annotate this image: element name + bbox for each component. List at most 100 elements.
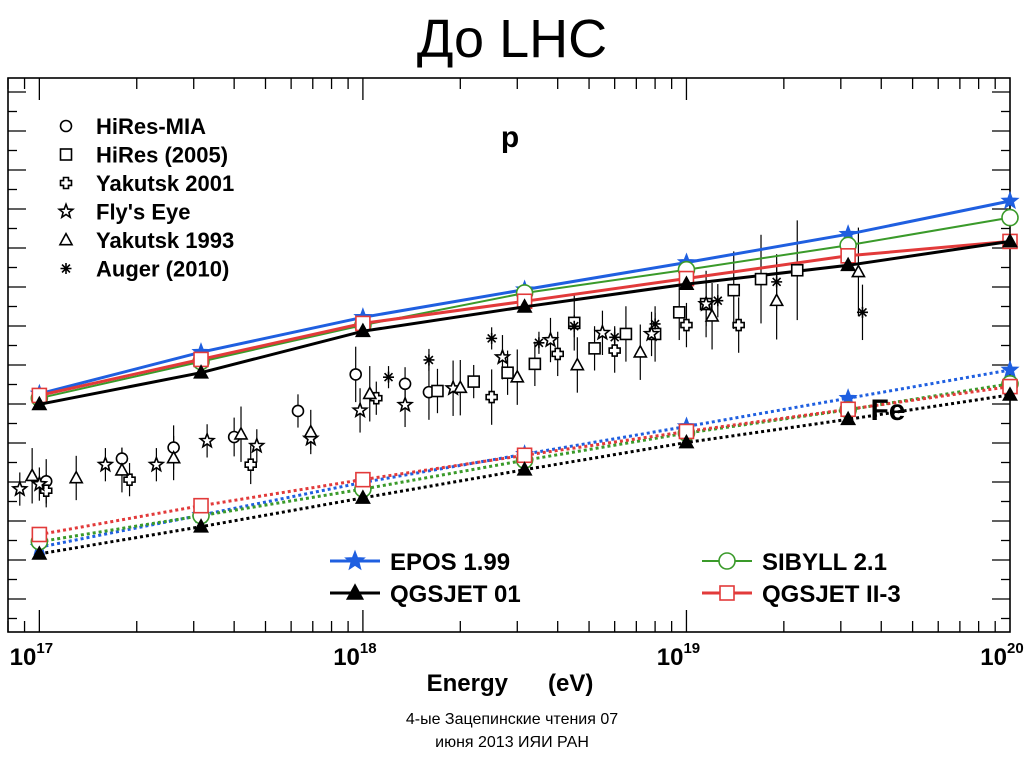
data-point (528, 357, 542, 371)
data-point (349, 368, 362, 381)
legend-marker (345, 583, 365, 600)
footer: 4-ые Зацепинские чтения 07 июня 2013 ИЯИ… (362, 708, 662, 754)
model-point (516, 298, 533, 313)
model-point (354, 489, 371, 504)
model-point (840, 410, 857, 426)
x-tick-label: 1020 (980, 640, 1023, 671)
data-point (790, 263, 804, 277)
legend-marker (58, 232, 74, 246)
y-axis-ticks (8, 91, 1010, 620)
data-point (467, 375, 480, 388)
data-point (398, 377, 412, 391)
data-point (351, 401, 370, 419)
model-point (516, 447, 533, 464)
model-point (31, 395, 48, 411)
legend-label: Yakutsk 1993 (96, 228, 234, 253)
slide-title: До LHC (416, 9, 608, 69)
annotation-label: p (501, 121, 519, 154)
data-point (10, 479, 29, 497)
data-point (486, 332, 498, 344)
data-point (771, 276, 783, 288)
model-point (355, 471, 371, 488)
model-point (31, 545, 48, 560)
data-point (247, 436, 266, 454)
model-point (193, 497, 209, 514)
model-point (31, 526, 48, 543)
data-point (649, 318, 661, 330)
legend-label: SIBYLL 2.1 (762, 549, 887, 576)
legend-label: QGSJET II-3 (762, 581, 901, 608)
data-point (423, 354, 435, 366)
data-point (396, 395, 415, 413)
data-point (732, 318, 745, 332)
data-point (704, 308, 720, 322)
data-point (712, 295, 724, 307)
data-point (383, 371, 395, 383)
data-point (672, 306, 686, 319)
x-axis-label: Energy (eV) (427, 670, 594, 697)
data-point (697, 294, 716, 312)
data-point (551, 347, 564, 361)
data-point (96, 455, 115, 473)
x-tick-label: 1018 (333, 640, 376, 671)
data-point (541, 330, 560, 348)
data-point (501, 366, 514, 380)
legend-marker (59, 119, 73, 133)
data-point (680, 318, 693, 332)
data-point (303, 424, 319, 438)
legend-label: HiRes (2005) (96, 143, 228, 168)
data-point (569, 356, 585, 371)
model-point (193, 518, 209, 533)
data-point (147, 455, 166, 473)
model-point (516, 461, 533, 476)
legend-label: QGSJET 01 (390, 581, 521, 608)
data-point (68, 470, 84, 484)
x-tick-label: 1017 (10, 640, 53, 671)
data-point (166, 450, 182, 464)
x-tick-label: 1019 (657, 640, 700, 671)
legend-marker (719, 585, 735, 601)
model-point (1000, 190, 1020, 210)
data-point (568, 320, 580, 332)
model-point (840, 256, 857, 272)
data-point (30, 474, 49, 492)
legend-marker (59, 148, 73, 161)
footer-line-2: июня 2013 ИЯИ РАН (435, 734, 589, 751)
model-point (354, 322, 371, 338)
legend-marker (59, 176, 73, 190)
data-point (123, 473, 136, 486)
annotation-label: Fe (870, 394, 905, 427)
data-point (619, 327, 633, 341)
model-point (678, 433, 695, 449)
model-point (1000, 359, 1020, 379)
annotations: p Fe (501, 121, 906, 427)
data-point (533, 337, 545, 349)
model-point (1002, 232, 1018, 248)
legend-label: Auger (2010) (96, 257, 229, 282)
data-point (769, 292, 785, 307)
data-point (632, 344, 648, 358)
data-point (233, 426, 249, 440)
plot-border (7, 77, 1011, 633)
legend-label: Fly's Eye (96, 200, 191, 225)
model-point (1001, 208, 1019, 227)
data-point (609, 331, 621, 343)
data-point (509, 369, 525, 383)
legend-label: EPOS 1.99 (390, 549, 510, 576)
plot-frame (7, 77, 1011, 633)
data-point (291, 404, 305, 418)
data-point (727, 283, 741, 297)
legend-marker (718, 552, 736, 570)
legend-marker (57, 202, 75, 220)
data-point (362, 385, 378, 400)
data-point (588, 342, 601, 355)
data-point (452, 379, 468, 394)
model-point (1002, 386, 1018, 401)
data-point (493, 347, 512, 365)
model-curves (29, 190, 1020, 560)
data-point (114, 462, 130, 476)
legend-marker (344, 549, 366, 571)
legend-label: Yakutsk 2001 (96, 171, 234, 196)
data-point (754, 272, 768, 286)
model-point (678, 275, 695, 290)
